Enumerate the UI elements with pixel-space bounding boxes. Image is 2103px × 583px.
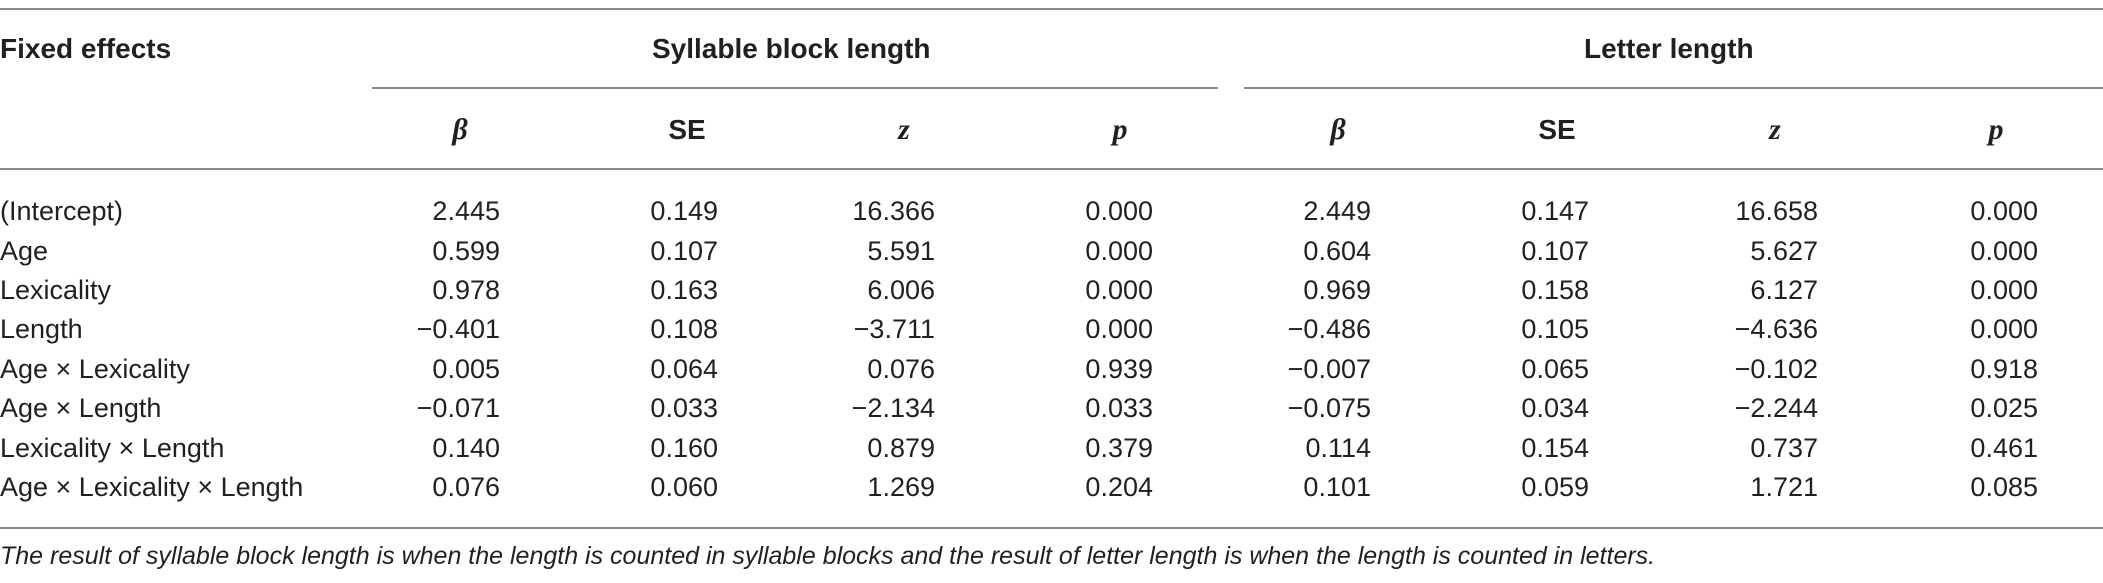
col-beta-1: β (452, 113, 468, 146)
cell-p-syllable: 0.204 (1085, 472, 1153, 502)
col-z-1: z (898, 113, 910, 146)
row-label: Age × Length (0, 393, 162, 423)
cell-beta-syllable: 0.005 (432, 354, 500, 384)
col-se-1: SE (668, 114, 706, 145)
cell-p-syllable: 0.000 (1085, 275, 1153, 305)
cell-z-letter: 16.658 (1735, 196, 1818, 226)
cell-se-syllable: 0.108 (650, 314, 718, 344)
row-label: Length (0, 314, 83, 344)
cell-p-letter: 0.025 (1970, 393, 2038, 423)
cell-z-letter: 6.127 (1750, 275, 1818, 305)
table-bottom-rule (0, 527, 2103, 529)
row-label: Age × Lexicality (0, 354, 190, 384)
syllable-block-length-header: Syllable block length (652, 33, 931, 64)
cell-beta-letter: 0.969 (1303, 275, 1371, 305)
cell-se-syllable: 0.160 (650, 433, 718, 463)
cell-se-letter: 0.154 (1521, 433, 1589, 463)
cell-p-syllable: 0.379 (1085, 433, 1153, 463)
row-label: Age (0, 236, 49, 266)
cell-p-syllable: 0.000 (1085, 236, 1153, 266)
cell-se-syllable: 0.149 (650, 196, 718, 226)
cell-se-letter: 0.158 (1521, 275, 1589, 305)
cell-se-letter: 0.059 (1521, 472, 1589, 502)
cell-beta-syllable: −0.071 (416, 393, 500, 423)
cell-z-syllable: 0.879 (867, 433, 935, 463)
col-z-2: z (1769, 113, 1781, 146)
col-p-1: p (1112, 113, 1128, 146)
cell-z-syllable: 5.591 (867, 236, 935, 266)
cell-z-letter: 1.721 (1750, 472, 1818, 502)
cell-se-letter: 0.034 (1521, 393, 1589, 423)
cell-se-letter: 0.065 (1521, 354, 1589, 384)
cell-p-letter: 0.000 (1970, 236, 2038, 266)
cell-se-letter: 0.147 (1521, 196, 1589, 226)
cell-p-letter: 0.000 (1970, 314, 2038, 344)
cell-p-syllable: 0.939 (1085, 354, 1153, 384)
cell-p-letter: 0.461 (1970, 433, 2038, 463)
col-se-2: SE (1538, 114, 1576, 145)
fixed-effects-header: Fixed effects (0, 33, 172, 64)
cell-z-letter: −0.102 (1734, 354, 1818, 384)
col-p-2: p (1988, 113, 2004, 146)
cell-p-letter: 0.918 (1970, 354, 2038, 384)
cell-z-syllable: −3.711 (853, 314, 935, 344)
group1-underline (372, 87, 1218, 89)
cell-p-syllable: 0.000 (1085, 196, 1153, 226)
row-label: Age × Lexicality × Length (0, 472, 304, 502)
group2-underline (1244, 87, 2103, 89)
cell-beta-letter: 2.449 (1303, 196, 1371, 226)
cell-beta-syllable: 2.445 (432, 196, 500, 226)
cell-z-syllable: 0.076 (867, 354, 935, 384)
cell-se-syllable: 0.033 (650, 393, 718, 423)
col-beta-2: β (1330, 113, 1346, 146)
cell-beta-letter: 0.604 (1303, 236, 1371, 266)
row-label: (Intercept) (0, 196, 124, 226)
cell-se-syllable: 0.060 (650, 472, 718, 502)
cell-z-syllable: 16.366 (852, 196, 935, 226)
header-bottom-rule (0, 168, 2103, 170)
cell-p-letter: 0.000 (1970, 275, 2038, 305)
cell-beta-letter: −0.075 (1287, 393, 1371, 423)
cell-beta-syllable: −0.401 (416, 314, 500, 344)
cell-z-syllable: 6.006 (867, 275, 935, 305)
row-label: Lexicality (0, 275, 112, 305)
cell-beta-syllable: 0.076 (432, 472, 500, 502)
cell-p-syllable: 0.033 (1085, 393, 1153, 423)
cell-beta-letter: 0.101 (1303, 472, 1371, 502)
cell-z-letter: −2.244 (1734, 393, 1818, 423)
cell-p-letter: 0.085 (1970, 472, 2038, 502)
cell-se-syllable: 0.064 (650, 354, 718, 384)
cell-se-letter: 0.105 (1521, 314, 1589, 344)
cell-beta-syllable: 0.978 (432, 275, 500, 305)
row-label: Lexicality × Length (0, 433, 225, 463)
cell-z-letter: −4.636 (1734, 314, 1818, 344)
cell-z-letter: 0.737 (1750, 433, 1818, 463)
table-footnote: The result of syllable block length is w… (0, 542, 1656, 570)
cell-z-syllable: −2.134 (851, 393, 935, 423)
cell-se-syllable: 0.107 (650, 236, 718, 266)
cell-p-syllable: 0.000 (1085, 314, 1153, 344)
cell-z-syllable: 1.269 (867, 472, 935, 502)
letter-length-header: Letter length (1584, 33, 1754, 64)
cell-se-letter: 0.107 (1521, 236, 1589, 266)
cell-beta-letter: 0.114 (1305, 433, 1371, 463)
cell-beta-letter: −0.486 (1287, 314, 1371, 344)
cell-beta-letter: −0.007 (1287, 354, 1371, 384)
cell-beta-syllable: 0.599 (432, 236, 500, 266)
cell-z-letter: 5.627 (1750, 236, 1818, 266)
cell-beta-syllable: 0.140 (432, 433, 500, 463)
cell-p-letter: 0.000 (1970, 196, 2038, 226)
cell-se-syllable: 0.163 (650, 275, 718, 305)
top-rule (0, 8, 2103, 10)
